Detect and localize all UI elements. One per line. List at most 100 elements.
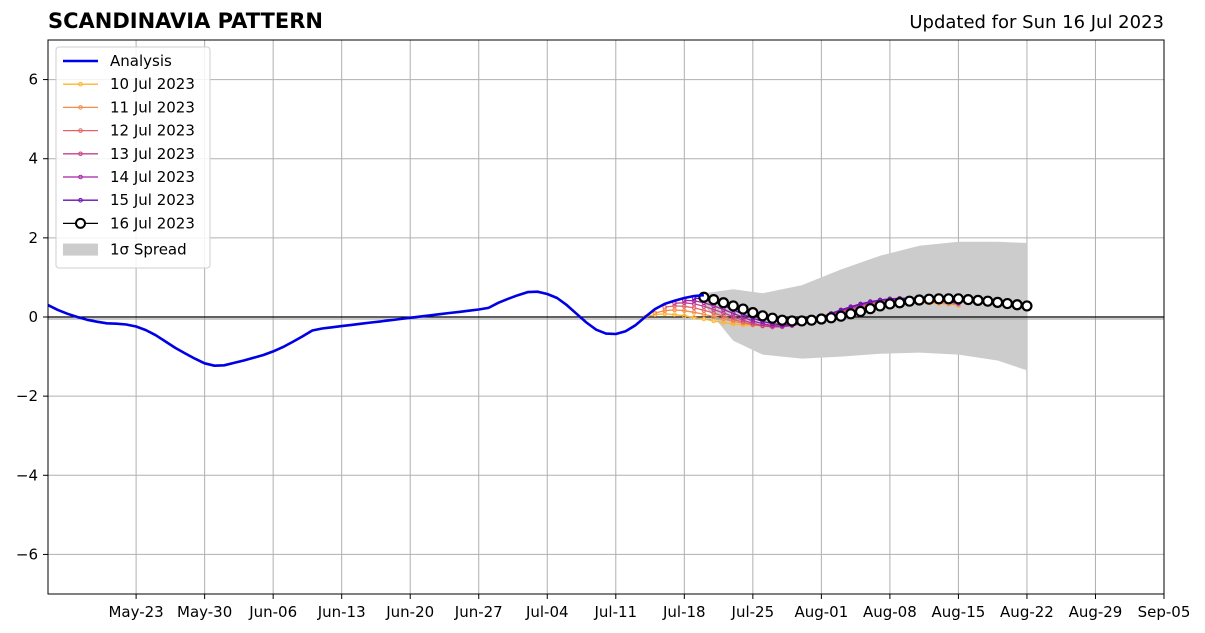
legend-entry: 1σ Spread xyxy=(63,241,187,259)
forecast-point xyxy=(737,303,749,315)
y-tick-label: 0 xyxy=(28,308,38,326)
forecast-point xyxy=(786,315,798,327)
legend-marker xyxy=(75,217,86,229)
legend-entry: 11 Jul 2023 xyxy=(63,98,195,116)
forecast-point xyxy=(698,291,710,303)
forecast-point xyxy=(962,293,974,306)
forecast-point xyxy=(874,300,886,312)
legend-entry: 13 Jul 2023 xyxy=(63,145,195,163)
forecast-point xyxy=(682,313,687,319)
legend-label: 12 Jul 2023 xyxy=(110,122,195,140)
legend-label: Analysis xyxy=(110,52,172,70)
y-tick-label: 6 xyxy=(28,71,38,89)
forecast-point xyxy=(1001,297,1013,310)
forecast-point xyxy=(796,315,808,327)
forecast-point xyxy=(766,312,779,324)
y-tick-label: −2 xyxy=(16,387,38,405)
forecast-point xyxy=(701,316,707,322)
forecast-point xyxy=(858,301,863,307)
legend-marker xyxy=(78,151,83,157)
legend-label: 10 Jul 2023 xyxy=(110,75,195,93)
legend-entry: Analysis xyxy=(63,52,172,70)
forecast-point xyxy=(825,312,837,324)
series-layer xyxy=(47,290,1033,368)
x-tick-label: Jul-18 xyxy=(662,603,706,621)
legend-marker xyxy=(78,197,83,203)
chart-subtitle: Updated for Sun 16 Jul 2023 xyxy=(909,12,1164,33)
forecast-point xyxy=(691,298,697,304)
forecast-point xyxy=(923,293,935,305)
forecast-point xyxy=(884,298,896,310)
forecast-point xyxy=(952,293,965,305)
y-tick-label: −6 xyxy=(16,545,38,563)
forecast-point xyxy=(1021,300,1033,312)
forecast-point xyxy=(815,313,827,325)
legend-label: 11 Jul 2023 xyxy=(110,98,195,116)
legend-marker xyxy=(78,105,83,110)
legend-entry: 10 Jul 2023 xyxy=(63,75,195,93)
axes-layer: May-23 May-30 Jun-06 Jun-13 Jun-20 Jun-27 Jul-… xyxy=(16,39,1191,621)
legend-marker xyxy=(78,81,83,87)
legend-label: 14 Jul 2023 xyxy=(110,168,195,186)
forecast-point xyxy=(991,296,1004,308)
x-tick-label: May-23 xyxy=(108,603,163,621)
x-tick-label: Aug-08 xyxy=(863,603,917,621)
legend-entry: 12 Jul 2023 xyxy=(63,122,195,140)
legend-entry: 15 Jul 2023 xyxy=(63,191,195,209)
x-tick-label: Sep-05 xyxy=(1138,603,1191,621)
x-tick-label: May-30 xyxy=(177,603,232,621)
x-tick-label: Jul-11 xyxy=(593,603,637,621)
forecast-point xyxy=(652,310,658,316)
x-tick-label: Jul-25 xyxy=(731,603,775,621)
forecast-point xyxy=(933,293,945,305)
forecast-point xyxy=(903,295,916,307)
legend-swatch xyxy=(63,243,98,256)
forecast-point xyxy=(730,321,736,327)
legend-label: 15 Jul 2023 xyxy=(110,191,195,209)
forecast-point xyxy=(691,315,697,320)
forecast-point xyxy=(894,297,906,309)
forecast-point xyxy=(776,314,788,326)
forecast-series xyxy=(698,291,1033,327)
legend-entry: 14 Jul 2023 xyxy=(63,168,195,186)
forecast-point xyxy=(727,300,739,312)
forecast-point xyxy=(835,310,847,322)
forecast-point xyxy=(972,294,984,306)
legend-label: 16 Jul 2023 xyxy=(110,214,195,232)
x-tick-label: Jun-06 xyxy=(248,603,297,621)
forecast-point xyxy=(747,307,759,319)
forecast-point xyxy=(757,310,769,322)
x-tick-label: Jun-13 xyxy=(317,603,366,621)
forecast-point xyxy=(672,303,677,309)
forecast-point xyxy=(717,297,730,309)
legend-entry: 16 Jul 2023 xyxy=(63,214,195,232)
plot-frame xyxy=(47,39,1165,595)
forecast-point xyxy=(943,293,955,305)
forecast-point xyxy=(913,294,925,306)
analysis-line xyxy=(47,290,705,368)
x-tick-label: Aug-22 xyxy=(1000,603,1054,621)
forecast-point xyxy=(982,295,994,307)
x-tick-label: Jul-04 xyxy=(525,603,569,621)
forecast-point xyxy=(805,314,818,326)
forecast-point xyxy=(711,318,716,324)
legend-box xyxy=(55,46,211,269)
x-tick-label: Jun-20 xyxy=(385,603,434,621)
legend-marker xyxy=(78,128,83,133)
x-tick-label: Aug-29 xyxy=(1069,603,1123,621)
legend-label: 1σ Spread xyxy=(110,241,187,259)
forecast-point xyxy=(691,309,697,315)
forecast-point xyxy=(708,293,720,306)
legend-marker xyxy=(78,174,83,180)
x-tick-label: Aug-15 xyxy=(932,603,986,621)
forecast-point xyxy=(845,308,857,320)
zero-line-layer xyxy=(48,316,1164,320)
forecast-point xyxy=(864,303,876,315)
y-tick-label: 4 xyxy=(28,150,38,168)
chart-title: SCANDINAVIA PATTERN xyxy=(48,9,323,33)
forecast-point xyxy=(1011,299,1023,311)
y-tick-label: 2 xyxy=(28,229,38,247)
forecast-point xyxy=(750,318,756,324)
forecast-point xyxy=(854,305,867,318)
forecast-point xyxy=(740,317,746,323)
